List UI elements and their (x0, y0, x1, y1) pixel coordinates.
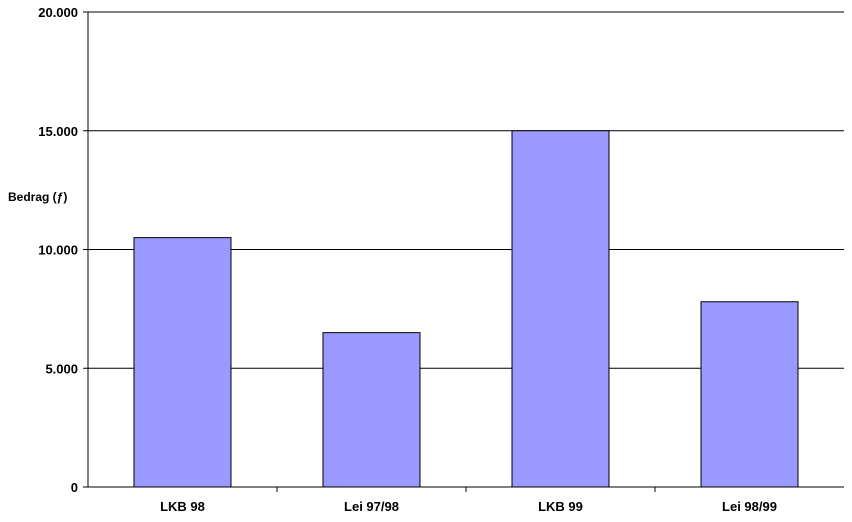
y-tick-labels: 0 5.000 10.000 15.000 20.000 (38, 5, 78, 495)
y-tick-label: 10.000 (38, 243, 78, 258)
x-tick-label: LKB 99 (538, 499, 583, 514)
x-tick-label: Lei 97/98 (344, 499, 399, 514)
x-tick-label: LKB 98 (160, 499, 205, 514)
bar (133, 237, 232, 488)
bar (700, 301, 799, 488)
bar (511, 130, 610, 488)
axes (83, 11, 844, 492)
x-tick-label: Lei 98/99 (722, 499, 777, 514)
y-tick-label: 5.000 (45, 361, 78, 376)
bar (322, 332, 421, 488)
y-axis-label: Bedrag (ƒ) (8, 190, 67, 204)
y-tick-label: 0 (71, 480, 78, 495)
y-tick-label: 20.000 (38, 5, 78, 20)
y-tick-label: 15.000 (38, 124, 78, 139)
x-tick-labels: LKB 98 Lei 97/98 LKB 99 Lei 98/99 (160, 499, 777, 514)
bars (133, 130, 799, 488)
